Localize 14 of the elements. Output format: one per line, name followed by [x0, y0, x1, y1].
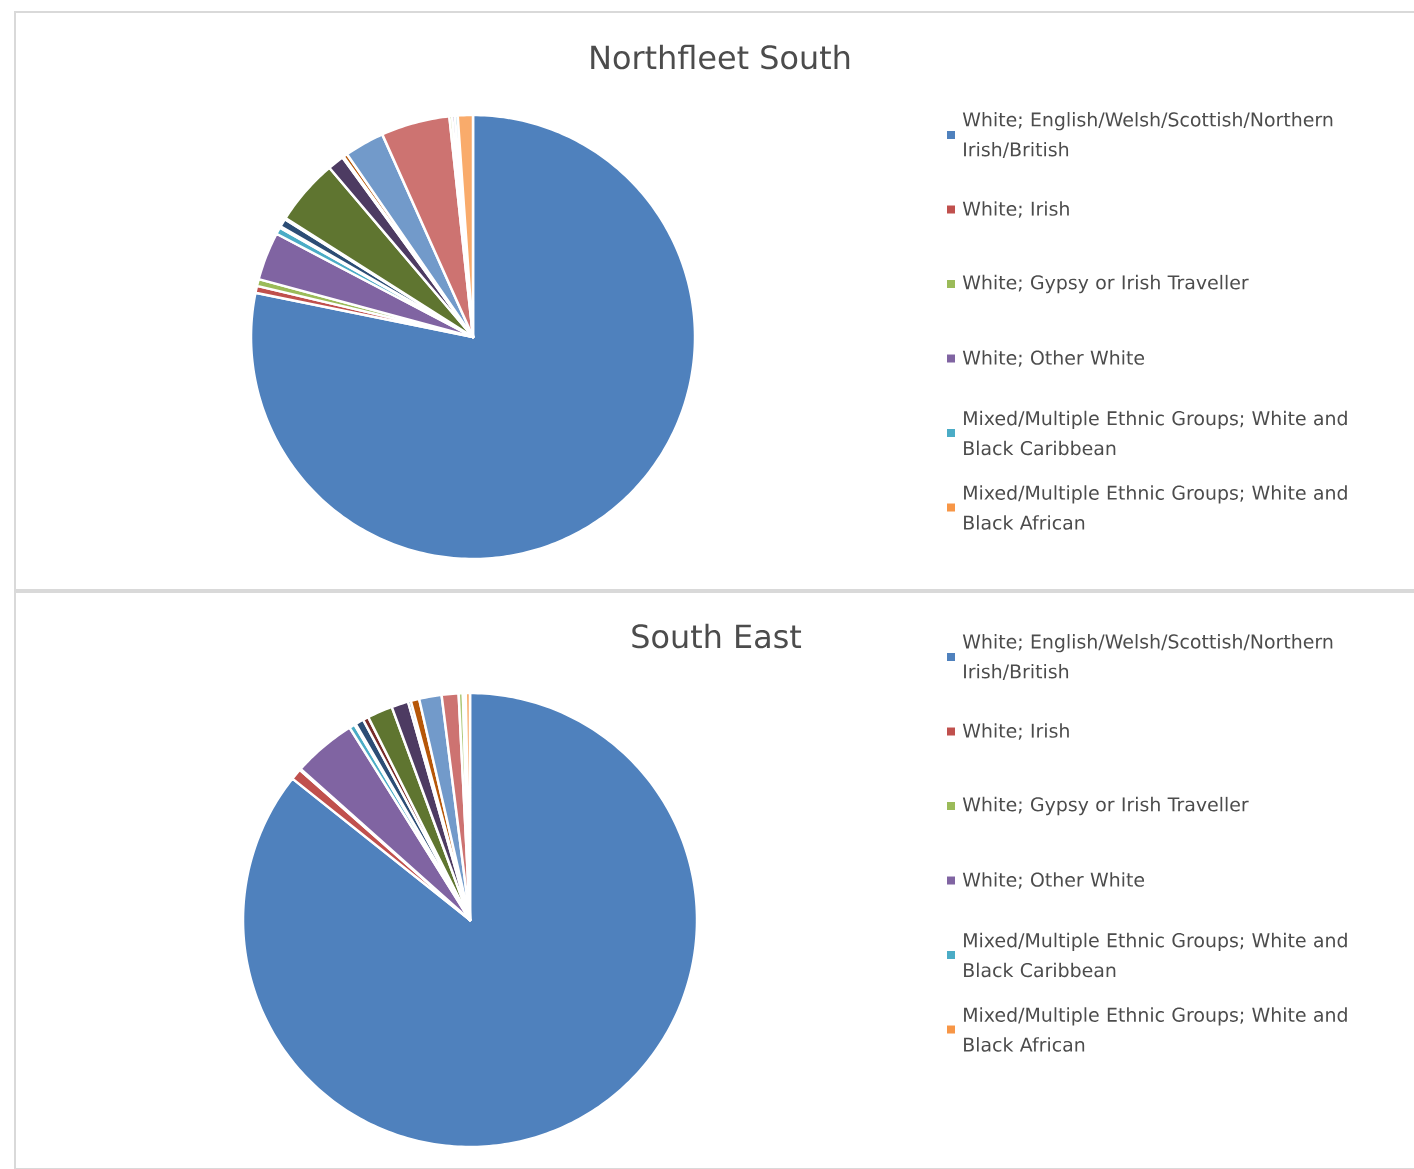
- legend-label: White; Other White: [962, 350, 1145, 367]
- legend-label: White; English/Welsh/Scottish/Northern Irish/British: [962, 112, 1333, 159]
- legend-label: Mixed/Multiple Ethnic Groups; White and Black African: [964, 485, 1347, 530]
- chart-title: South East: [632, 623, 802, 649]
- legend-label: Mixed/Multiple Ethnic Groups; White and Black Caribbean: [964, 932, 1347, 978]
- legend-label: White; Gypsy or Irish Traveller: [962, 796, 1249, 816]
- legend-label: White; Other White: [962, 872, 1145, 889]
- legend-label: White; Irish: [962, 723, 1069, 740]
- chart-title: Northfleet South: [591, 44, 850, 70]
- legend-label: White; Irish: [962, 201, 1069, 218]
- legend-label: White; English/Welsh/Scottish/Northern Irish/British: [962, 634, 1333, 681]
- legend-label: White; Gypsy or Irish Traveller: [962, 274, 1249, 294]
- legend-label: Mixed/Multiple Ethnic Groups; White and Black African: [964, 1007, 1347, 1052]
- legend-label: Mixed/Multiple Ethnic Groups; White and Black Caribbean: [964, 410, 1347, 456]
